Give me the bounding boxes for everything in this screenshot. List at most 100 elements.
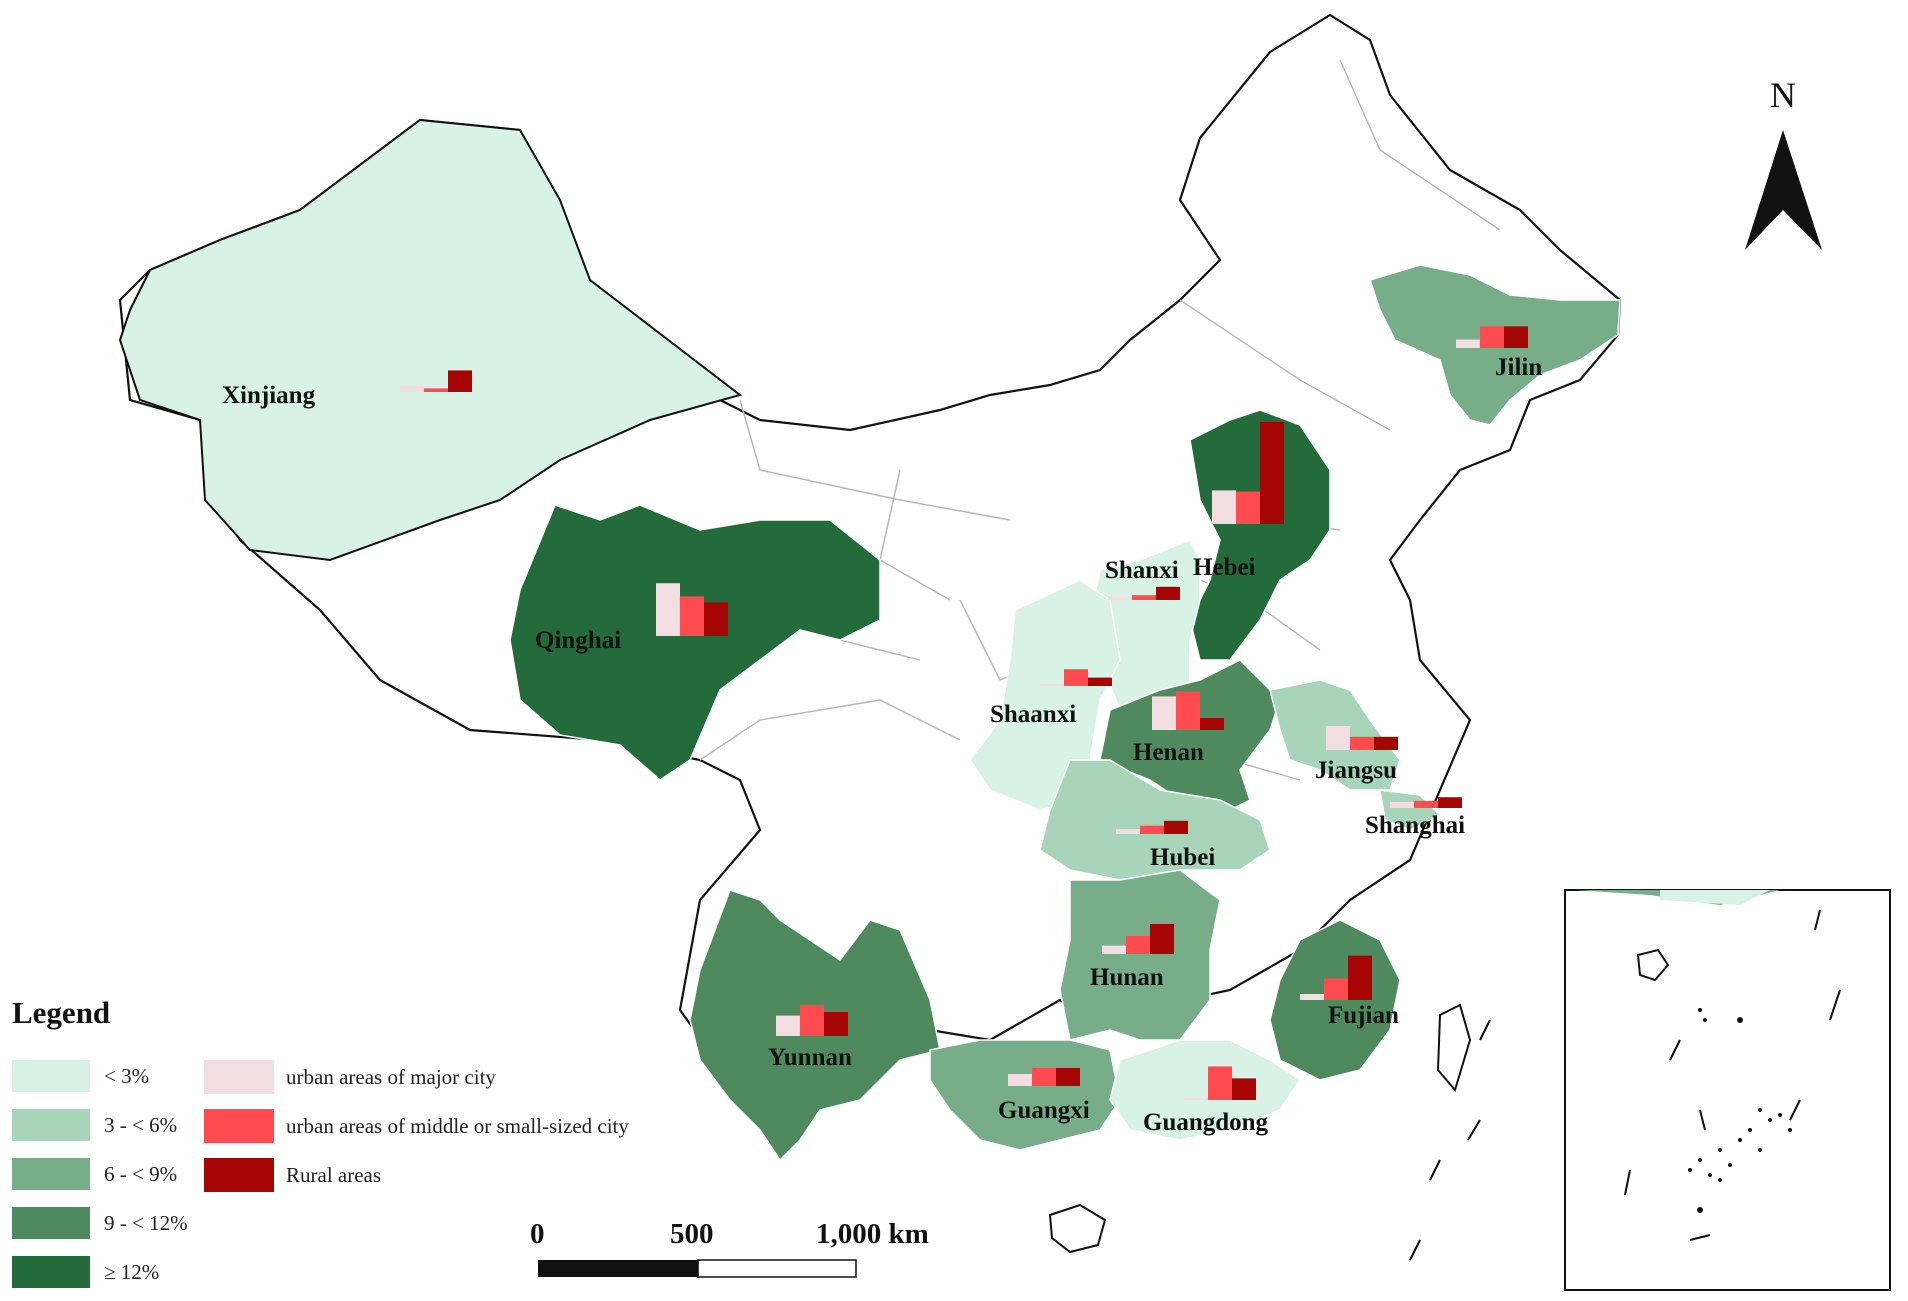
bar-hunan-major-city	[1102, 945, 1126, 954]
province-label-shanxi: Shanxi	[1105, 557, 1179, 584]
province-shanghai	[1379, 789, 1442, 831]
legend-bar-swatch	[204, 1158, 274, 1192]
bar-yunnan-rural	[824, 1012, 848, 1036]
bar-yunnan-middle-small-city	[800, 1004, 824, 1036]
province-xinjiang	[118, 118, 743, 562]
province-hunan	[1059, 869, 1221, 1041]
scale-label-0: 0	[530, 1218, 545, 1250]
bar-henan-middle-small-city	[1176, 691, 1200, 730]
province-labels: Xinjiang Qinghai Jilin Hebei Shanxi Shaa…	[222, 354, 1542, 1136]
bar-jilin-middle-small-city	[1480, 326, 1504, 348]
legend-class-4: 9 - < 12%	[12, 1207, 188, 1239]
bar-jiangsu-rural	[1374, 736, 1398, 750]
legend-bar-middle-small-city: urban areas of middle or small-sized cit…	[204, 1109, 629, 1143]
legend-class-5: ≥ 12%	[12, 1256, 159, 1288]
legend-class-2: 3 - < 6%	[12, 1109, 177, 1141]
legend-bar-label: urban areas of major city	[286, 1064, 496, 1089]
north-arrow-icon	[1745, 130, 1822, 250]
province-guangxi	[929, 1039, 1121, 1151]
legend-bar-major-city: urban areas of major city	[204, 1060, 496, 1094]
bar-shaanxi-middle-small-city	[1064, 669, 1088, 686]
province-henan	[1099, 659, 1281, 811]
bar-guangdong-rural	[1232, 1078, 1256, 1100]
province-label-yunnan: Yunnan	[768, 1044, 852, 1071]
bar-hubei-middle-small-city	[1140, 825, 1164, 834]
province-label-hubei: Hubei	[1150, 844, 1215, 871]
province-hubei	[1039, 759, 1271, 881]
bar-guangxi-major-city	[1008, 1074, 1032, 1086]
legend-class-swatch	[12, 1158, 90, 1190]
province-hebei	[1189, 409, 1331, 661]
bar-fujian-rural	[1348, 955, 1372, 1000]
bar-guangdong-major-city	[1184, 1098, 1208, 1100]
bar-shaanxi-major-city	[1040, 684, 1064, 686]
province-label-hunan: Hunan	[1090, 964, 1164, 991]
bar-shaanxi-rural	[1088, 677, 1112, 686]
south-china-sea-inset	[1564, 889, 1891, 1291]
legend-class-3: 6 - < 9%	[12, 1158, 177, 1190]
bar-hebei-rural	[1260, 422, 1284, 524]
bar-shanghai-middle-small-city	[1414, 800, 1438, 808]
bar-jilin-major-city	[1456, 339, 1480, 348]
bar-shanghai-major-city	[1390, 802, 1414, 808]
bar-hebei-middle-small-city	[1236, 491, 1260, 524]
legend-bar-label: urban areas of middle or small-sized cit…	[286, 1113, 629, 1138]
scale-label-500: 500	[670, 1218, 714, 1250]
province-bar-charts	[400, 326, 1528, 1100]
bar-xinjiang-major-city	[400, 386, 424, 392]
bar-fujian-middle-small-city	[1324, 978, 1348, 1000]
legend-class-1: < 3%	[12, 1060, 149, 1092]
legend-class-label: 3 - < 6%	[104, 1112, 178, 1137]
bar-hubei-major-city	[1116, 829, 1140, 834]
province-label-qinghai: Qinghai	[535, 627, 621, 654]
bar-xinjiang-rural	[448, 370, 472, 392]
bar-shanxi-middle-small-city	[1132, 595, 1156, 600]
province-polygons	[118, 118, 1621, 1254]
bar-shanghai-rural	[1438, 797, 1462, 808]
bar-hunan-rural	[1150, 924, 1174, 954]
bar-hubei-rural	[1164, 820, 1188, 834]
north-label: N	[1770, 75, 1796, 115]
bar-hunan-middle-small-city	[1126, 936, 1150, 954]
bar-fujian-major-city	[1300, 994, 1324, 1000]
province-label-henan: Henan	[1133, 739, 1204, 766]
bar-xinjiang-middle-small-city	[424, 388, 448, 392]
taiwan-island	[1436, 1003, 1472, 1093]
bar-jiangsu-major-city	[1326, 726, 1350, 750]
bar-guangxi-rural	[1056, 1068, 1080, 1086]
legend-class-swatch	[12, 1109, 90, 1141]
legend-class-label: 6 - < 9%	[104, 1161, 178, 1186]
province-label-xinjiang: Xinjiang	[222, 382, 316, 409]
legend-class-label: 9 - < 12%	[104, 1210, 188, 1235]
hainan-island	[1048, 1203, 1107, 1254]
bar-guangdong-middle-small-city	[1208, 1066, 1232, 1100]
scale-bar	[538, 1259, 857, 1278]
bar-yunnan-major-city	[776, 1015, 800, 1036]
legend-bar-label: Rural areas	[286, 1162, 382, 1187]
province-label-guangdong: Guangdong	[1143, 1109, 1269, 1136]
bar-guangxi-middle-small-city	[1032, 1068, 1056, 1086]
legend-bar-rural: Rural areas	[204, 1158, 381, 1192]
province-label-jilin: Jilin	[1495, 354, 1542, 381]
bar-qinghai-major-city	[656, 583, 680, 636]
bar-henan-major-city	[1152, 696, 1176, 730]
legend-bar-swatch	[204, 1109, 274, 1143]
bar-henan-rural	[1200, 718, 1224, 730]
bar-qinghai-middle-small-city	[680, 596, 704, 636]
province-label-fujian: Fujian	[1328, 1002, 1399, 1029]
bar-shanxi-major-city	[1108, 596, 1132, 600]
legend-class-label: < 3%	[104, 1063, 150, 1088]
province-label-shanghai: Shanghai	[1365, 812, 1465, 839]
bar-qinghai-rural	[704, 602, 728, 636]
province-label-shaanxi: Shaanxi	[990, 701, 1076, 728]
province-label-jiangsu: Jiangsu	[1315, 757, 1397, 784]
province-label-hebei: Hebei	[1193, 554, 1256, 581]
legend-bar-swatch	[204, 1060, 274, 1094]
legend-title: Legend	[12, 995, 111, 1030]
province-guangdong	[1109, 1039, 1302, 1141]
legend-class-swatch	[12, 1060, 90, 1092]
bar-hebei-major-city	[1212, 490, 1236, 524]
scale-label-1000: 1,000 km	[816, 1218, 929, 1250]
province-qinghai	[509, 504, 881, 781]
